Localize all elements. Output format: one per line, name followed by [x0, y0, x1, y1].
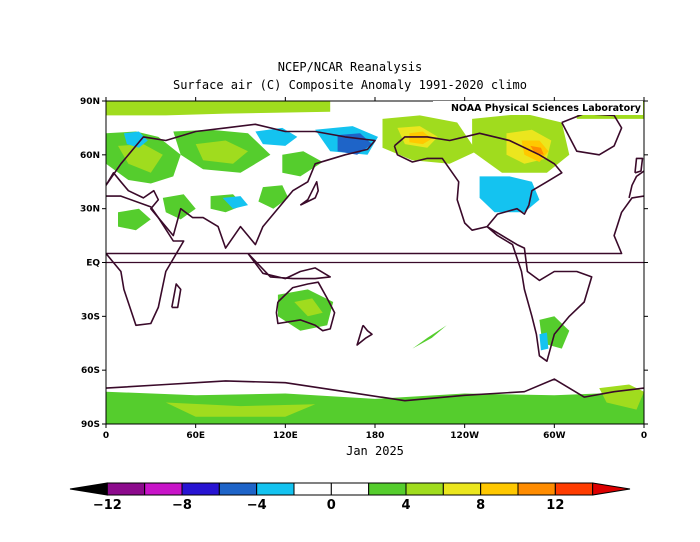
colorbar-bin	[218, 482, 258, 496]
anomaly-region-alaska-hot-core	[409, 131, 432, 145]
coastline-uk	[634, 157, 644, 174]
colorbar-bin	[144, 482, 183, 496]
colorbar-bin	[592, 482, 631, 496]
anomaly-region-africa-warm	[118, 208, 151, 231]
colorbar-bin	[330, 482, 370, 496]
colorbar-bin	[554, 482, 594, 496]
colorbar-bin	[517, 482, 556, 496]
colorbar-label: 8	[476, 498, 485, 513]
longitude-axis: 0 60E 120E 180 120W 60W 0	[103, 97, 647, 441]
coastline-australia	[275, 281, 336, 332]
coastline-north-america	[393, 132, 563, 231]
colorbar-bin	[368, 482, 407, 496]
lat-tick-label: 30N	[80, 205, 100, 215]
lon-tick-label: 180	[366, 431, 385, 441]
credit-label: NOAA Physical Sciences Laboratory	[451, 103, 642, 114]
colorbar-label: 0	[327, 498, 336, 513]
coastline-new-zealand	[356, 324, 373, 346]
anomaly-region-kamchatka-warm	[282, 151, 323, 177]
colorbar-label: 4	[401, 498, 410, 513]
anomaly-region-antarctic-warm-core	[165, 402, 316, 417]
colorbar-label: −8	[172, 498, 192, 513]
coastline-japan	[299, 181, 320, 206]
lon-tick-label: 0	[641, 431, 647, 441]
colorbar-bin	[405, 482, 444, 496]
anomaly-region-siberia-cold	[255, 127, 298, 146]
anomaly-fill-layer	[106, 101, 644, 424]
colorbar-label: 12	[546, 498, 564, 513]
lat-tick-label: 60S	[81, 366, 100, 376]
coastline-central-south-america	[486, 225, 593, 363]
colorbar-label: −12	[93, 498, 122, 513]
anomaly-region-weddell-warm	[599, 384, 644, 410]
anomaly-region-europe-warm-core	[118, 144, 163, 173]
coastline-indonesia	[247, 252, 332, 280]
lon-tick-label: 60E	[186, 431, 205, 441]
time-label: Jan 2025	[346, 444, 404, 458]
credit-box	[433, 101, 643, 115]
anomaly-region-tibet-cold	[222, 196, 248, 209]
colorbar: −12 −8 −4 0 4 8 12	[69, 482, 631, 513]
colorbar-bin	[181, 482, 220, 496]
anomaly-region-patagonia-cold	[539, 332, 549, 351]
map-subtitle: Surface air (C) Composite Anomaly 1991-2…	[172, 78, 527, 92]
latitude-axis: 90N 60N 30N EQ 30S 60S 90S	[80, 97, 648, 430]
colorbar-label: −4	[247, 498, 267, 513]
anomaly-region-china-warm	[258, 185, 289, 209]
lon-tick-label: 120W	[450, 431, 479, 441]
coastline-africa	[106, 195, 644, 327]
anomaly-region-australia-warm-core	[294, 298, 323, 317]
anomaly-region-pacific-warm	[412, 325, 447, 349]
colorbar-bin	[480, 482, 519, 496]
anomaly-region-arctic-band-europe	[106, 101, 331, 116]
lat-tick-label: 30S	[81, 312, 100, 322]
colorbar-bin	[293, 482, 332, 496]
lat-tick-label: 90S	[81, 420, 100, 430]
anomaly-region-scandinavia-cold	[123, 131, 148, 148]
colorbar-bin	[256, 482, 295, 496]
lon-tick-label: 60W	[543, 431, 566, 441]
colorbar-bin	[106, 482, 146, 496]
anomaly-region-us-cold	[479, 176, 540, 213]
coastline-antarctica	[106, 378, 644, 402]
colorbar-bin	[69, 482, 108, 496]
anomaly-region-hudson-hot-core	[530, 145, 544, 155]
lon-tick-label: 0	[103, 431, 109, 441]
colorbar-bin	[442, 482, 482, 496]
coastline-eurasia	[106, 123, 376, 249]
coastline-madagascar	[171, 283, 182, 309]
lat-tick-label: 60N	[80, 151, 100, 161]
lon-tick-label: 120E	[273, 431, 298, 441]
coastline-europe-west	[628, 170, 644, 199]
coastline-layer	[106, 112, 644, 402]
anomaly-region-russia-warm-core	[195, 140, 248, 164]
lat-tick-label: 90N	[80, 97, 100, 107]
map-title: NCEP/NCAR Reanalysis	[277, 60, 423, 74]
lat-tick-label: EQ	[86, 259, 100, 269]
